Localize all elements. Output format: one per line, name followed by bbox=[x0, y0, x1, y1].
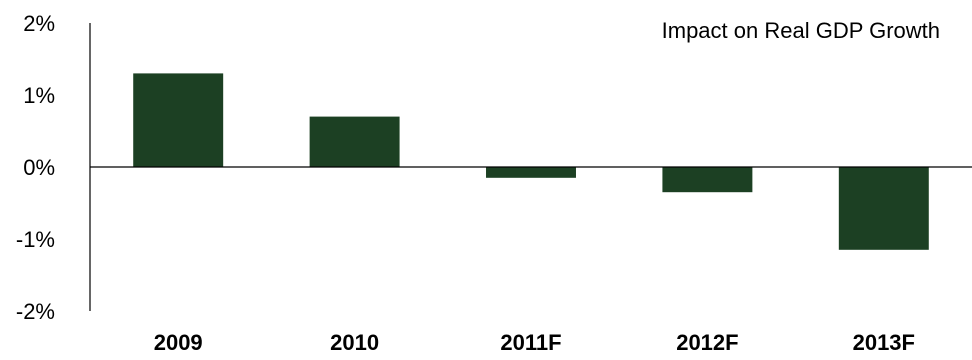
y-tick-label: 1% bbox=[23, 83, 55, 108]
y-tick-label: -1% bbox=[16, 227, 55, 252]
bar bbox=[838, 167, 929, 250]
x-axis-labels: 2009 2010 2011F 2012F 2013F bbox=[154, 330, 915, 355]
bar bbox=[133, 73, 224, 167]
x-category-label: 2010 bbox=[330, 330, 379, 355]
bar bbox=[309, 116, 400, 167]
y-tick-label: -2% bbox=[16, 299, 55, 324]
chart-title: Impact on Real GDP Growth bbox=[662, 18, 940, 43]
y-tick-label: 0% bbox=[23, 155, 55, 180]
y-axis-ticks: 2% 1% 0% -1% -2% bbox=[16, 11, 55, 324]
x-category-label: 2011F bbox=[500, 330, 561, 355]
bar bbox=[662, 167, 753, 193]
y-tick-label: 2% bbox=[23, 11, 55, 36]
x-category-label: 2013F bbox=[853, 330, 915, 355]
x-category-label: 2012F bbox=[676, 330, 738, 355]
bar bbox=[486, 167, 576, 178]
bars bbox=[133, 73, 929, 250]
x-category-label: 2009 bbox=[154, 330, 203, 355]
